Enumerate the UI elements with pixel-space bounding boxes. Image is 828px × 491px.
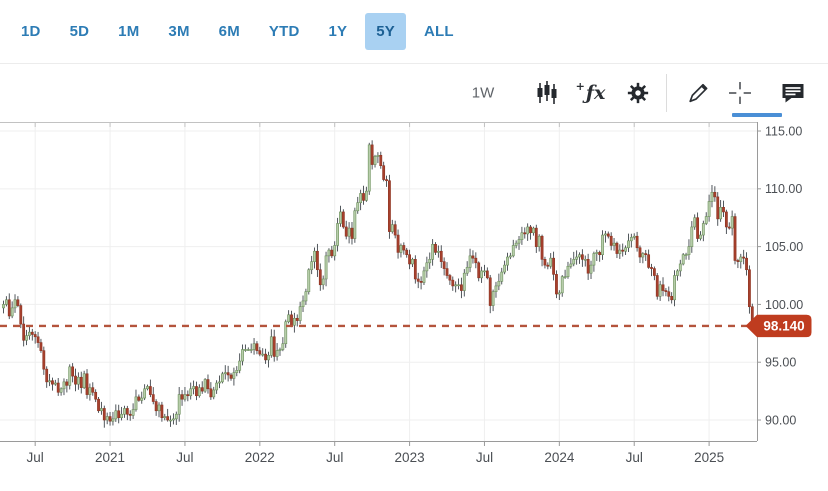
x-axis-label: 2025 (694, 450, 724, 465)
x-axis-label: 2023 (395, 450, 425, 465)
price-chart[interactable]: Jul 2021 Jul 2022 Jul 2023 Jul 2024 Jul 2025 90.00… (0, 122, 828, 486)
x-axis-label: Jul (626, 450, 643, 465)
y-axis-label: 115.00 (765, 124, 802, 138)
gridlines (0, 122, 757, 441)
interval-selector[interactable]: 1W (471, 84, 495, 102)
svg-text:98.140: 98.140 (763, 319, 804, 334)
range-button-ytd[interactable]: YTD (258, 13, 311, 50)
x-axis-label: Jul (476, 450, 493, 465)
x-axis-label: Jul (176, 450, 193, 465)
candles (2, 140, 754, 428)
range-button-5d[interactable]: 5D (59, 13, 101, 50)
fx-glyph: +ƒx (575, 79, 606, 105)
range-button-1d[interactable]: 1D (10, 13, 52, 50)
range-button-1m[interactable]: 1M (107, 13, 150, 50)
range-bar: 1D 5D 1M 3M 6M YTD 1Y 5Y ALL (0, 0, 828, 64)
x-axis-label: 2022 (245, 450, 275, 465)
x-axis-label: 2024 (544, 450, 575, 465)
draw-pencil-icon[interactable] (684, 79, 713, 108)
news-comments-icon[interactable] (778, 79, 809, 107)
y-axis-label: 95.00 (765, 356, 796, 370)
range-button-1y[interactable]: 1Y (318, 13, 359, 50)
crosshair-icon[interactable] (727, 80, 754, 107)
candlestick-style-icon[interactable] (532, 78, 562, 108)
x-axis-label: Jul (27, 450, 44, 465)
y-axis-label: 90.00 (765, 413, 796, 427)
range-button-3m[interactable]: 3M (157, 13, 200, 50)
y-axis-label: 100.00 (765, 298, 803, 312)
range-button-5y[interactable]: 5Y (365, 13, 407, 50)
price-chart-svg[interactable]: Jul 2021 Jul 2022 Jul 2023 Jul 2024 Jul 2025 90.00… (0, 122, 828, 486)
active-tool-underline (732, 113, 782, 117)
chart-toolbar: 1W +ƒx (0, 64, 828, 122)
indicators-fx-icon[interactable]: +ƒx (575, 81, 608, 105)
y-axis-label: 105.00 (765, 240, 803, 254)
settings-gear-icon[interactable] (625, 80, 652, 107)
x-axis-label: 2021 (95, 450, 125, 465)
range-button-all[interactable]: ALL (413, 13, 465, 50)
x-axis-label: Jul (326, 450, 343, 465)
y-axis-label: 110.00 (765, 182, 802, 196)
range-button-6m[interactable]: 6M (208, 13, 251, 50)
axes: Jul 2021 Jul 2022 Jul 2023 Jul 2024 Jul 2025 90.00… (0, 122, 803, 465)
toolbar-divider (666, 74, 667, 112)
last-price-badge: 98.140 (745, 314, 812, 338)
